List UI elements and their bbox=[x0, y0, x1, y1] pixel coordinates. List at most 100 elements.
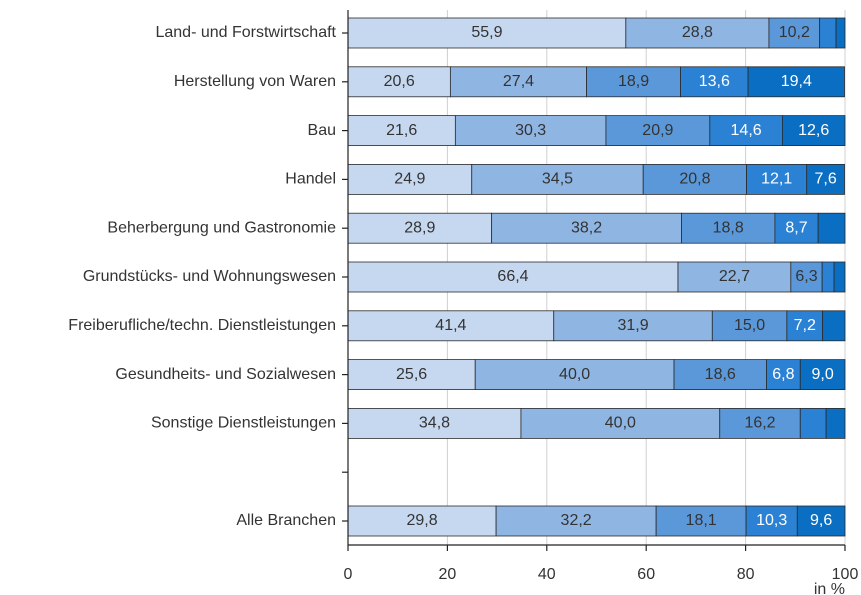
x-tick-label: 0 bbox=[344, 566, 353, 583]
data-label: 13,6 bbox=[699, 73, 730, 90]
x-tick-label: 40 bbox=[538, 566, 556, 583]
data-label: 20,8 bbox=[679, 171, 710, 188]
data-label: 34,5 bbox=[542, 171, 573, 188]
data-label: 9,6 bbox=[810, 512, 832, 529]
bar-segment bbox=[819, 17, 837, 49]
bar-segment bbox=[347, 359, 476, 391]
bar-segment bbox=[786, 310, 824, 342]
data-label: 18,9 bbox=[618, 73, 649, 90]
data-label: 22,7 bbox=[719, 268, 750, 285]
data-label: 21,6 bbox=[386, 122, 417, 139]
data-label: 30,3 bbox=[515, 122, 546, 139]
data-label: 9,0 bbox=[812, 366, 834, 383]
data-label: 6,8 bbox=[772, 366, 794, 383]
y-tick-label: Handel bbox=[285, 171, 336, 188]
y-tick-label: Land- und Forstwirtschaft bbox=[155, 24, 336, 41]
bar-segment bbox=[746, 163, 808, 195]
bar-segment bbox=[745, 505, 798, 537]
bar-segment bbox=[605, 115, 711, 146]
data-label: 10,2 bbox=[779, 24, 810, 41]
y-tick-label: Sonstige Dienstleistungen bbox=[151, 415, 336, 432]
bar-segment bbox=[817, 212, 846, 244]
data-label: 27,4 bbox=[503, 73, 534, 90]
bar-segment bbox=[586, 66, 681, 98]
bar-segment bbox=[677, 261, 792, 293]
bar-segment bbox=[655, 505, 747, 537]
data-label: 7,6 bbox=[814, 171, 836, 188]
data-label: 19,4 bbox=[781, 73, 812, 90]
data-label: 31,9 bbox=[617, 317, 648, 334]
bar-segment bbox=[681, 212, 776, 244]
data-label: 25,6 bbox=[396, 366, 427, 383]
bar-segment bbox=[347, 310, 555, 342]
data-label: 6,3 bbox=[795, 268, 817, 285]
data-label: 7,2 bbox=[794, 317, 816, 334]
bar-segment bbox=[553, 310, 713, 342]
data-label: 41,4 bbox=[435, 317, 466, 334]
data-label: 12,1 bbox=[761, 171, 792, 188]
y-tick-label: Alle Branchen bbox=[236, 512, 336, 529]
bar-segment bbox=[709, 115, 783, 146]
data-label: 28,8 bbox=[682, 24, 713, 41]
data-label: 14,6 bbox=[731, 122, 762, 139]
data-label: 66,4 bbox=[497, 268, 528, 285]
y-tick-label: Gesundheits- und Sozialwesen bbox=[115, 366, 336, 383]
layer bbox=[347, 17, 846, 537]
x-axis-label: in % bbox=[814, 581, 845, 595]
y-tick-label: Grundstücks- und Wohnungswesen bbox=[83, 268, 336, 285]
data-label: 20,9 bbox=[642, 122, 673, 139]
x-tick-label: 100 bbox=[832, 566, 859, 583]
bar-segment bbox=[347, 66, 451, 98]
bar-segment bbox=[799, 407, 827, 439]
data-label: 18,6 bbox=[705, 366, 736, 383]
bar-segment bbox=[781, 115, 846, 146]
bar-segment bbox=[796, 505, 846, 537]
data-label: 10,3 bbox=[756, 512, 787, 529]
bar-segment bbox=[747, 66, 845, 98]
bar-segment bbox=[347, 505, 497, 537]
bar-segment bbox=[680, 66, 749, 98]
bar-segment bbox=[821, 261, 835, 293]
data-label: 34,8 bbox=[419, 415, 450, 432]
bar-segment bbox=[822, 310, 846, 342]
y-tick-label: Bau bbox=[308, 122, 336, 139]
data-label: 55,9 bbox=[471, 24, 502, 41]
data-label: 40,0 bbox=[605, 415, 636, 432]
bar-segment bbox=[825, 407, 846, 439]
data-label: 24,9 bbox=[394, 171, 425, 188]
data-label: 40,0 bbox=[559, 366, 590, 383]
data-label: 28,9 bbox=[404, 219, 435, 236]
data-label: 38,2 bbox=[571, 219, 602, 236]
data-label: 20,6 bbox=[384, 73, 415, 90]
bar-segment bbox=[719, 407, 801, 439]
bar-segment bbox=[520, 407, 721, 439]
x-tick-label: 60 bbox=[637, 566, 655, 583]
y-tick-label: Beherbergung und Gastronomie bbox=[107, 219, 336, 236]
data-label: 16,2 bbox=[744, 415, 775, 432]
data-label: 32,2 bbox=[561, 512, 592, 529]
bar-segment bbox=[711, 310, 788, 342]
y-tick-label: Freiberufliche/techn. Dienstleistungen bbox=[68, 317, 336, 334]
data-label: 18,8 bbox=[713, 219, 744, 236]
y-tick-label: Herstellung von Waren bbox=[174, 73, 336, 90]
bar-segment bbox=[347, 17, 627, 49]
data-label: 12,6 bbox=[798, 122, 829, 139]
bar-segment bbox=[799, 359, 846, 391]
bar-segment bbox=[347, 163, 473, 195]
x-tick-label: 80 bbox=[737, 566, 755, 583]
bar-segment bbox=[454, 115, 607, 146]
data-label: 8,7 bbox=[785, 219, 807, 236]
bar-segment bbox=[766, 359, 801, 391]
bar-segment bbox=[673, 359, 767, 391]
bar-segment bbox=[806, 163, 845, 195]
data-label: 18,1 bbox=[686, 512, 717, 529]
x-tick-label: 20 bbox=[439, 566, 457, 583]
bar-segment bbox=[835, 17, 846, 49]
data-label: 15,0 bbox=[734, 317, 765, 334]
bar-segment bbox=[833, 261, 846, 293]
data-label: 29,8 bbox=[406, 512, 437, 529]
bar-segment bbox=[449, 66, 587, 98]
bar-segment bbox=[347, 115, 456, 146]
bar-segment bbox=[474, 359, 675, 391]
